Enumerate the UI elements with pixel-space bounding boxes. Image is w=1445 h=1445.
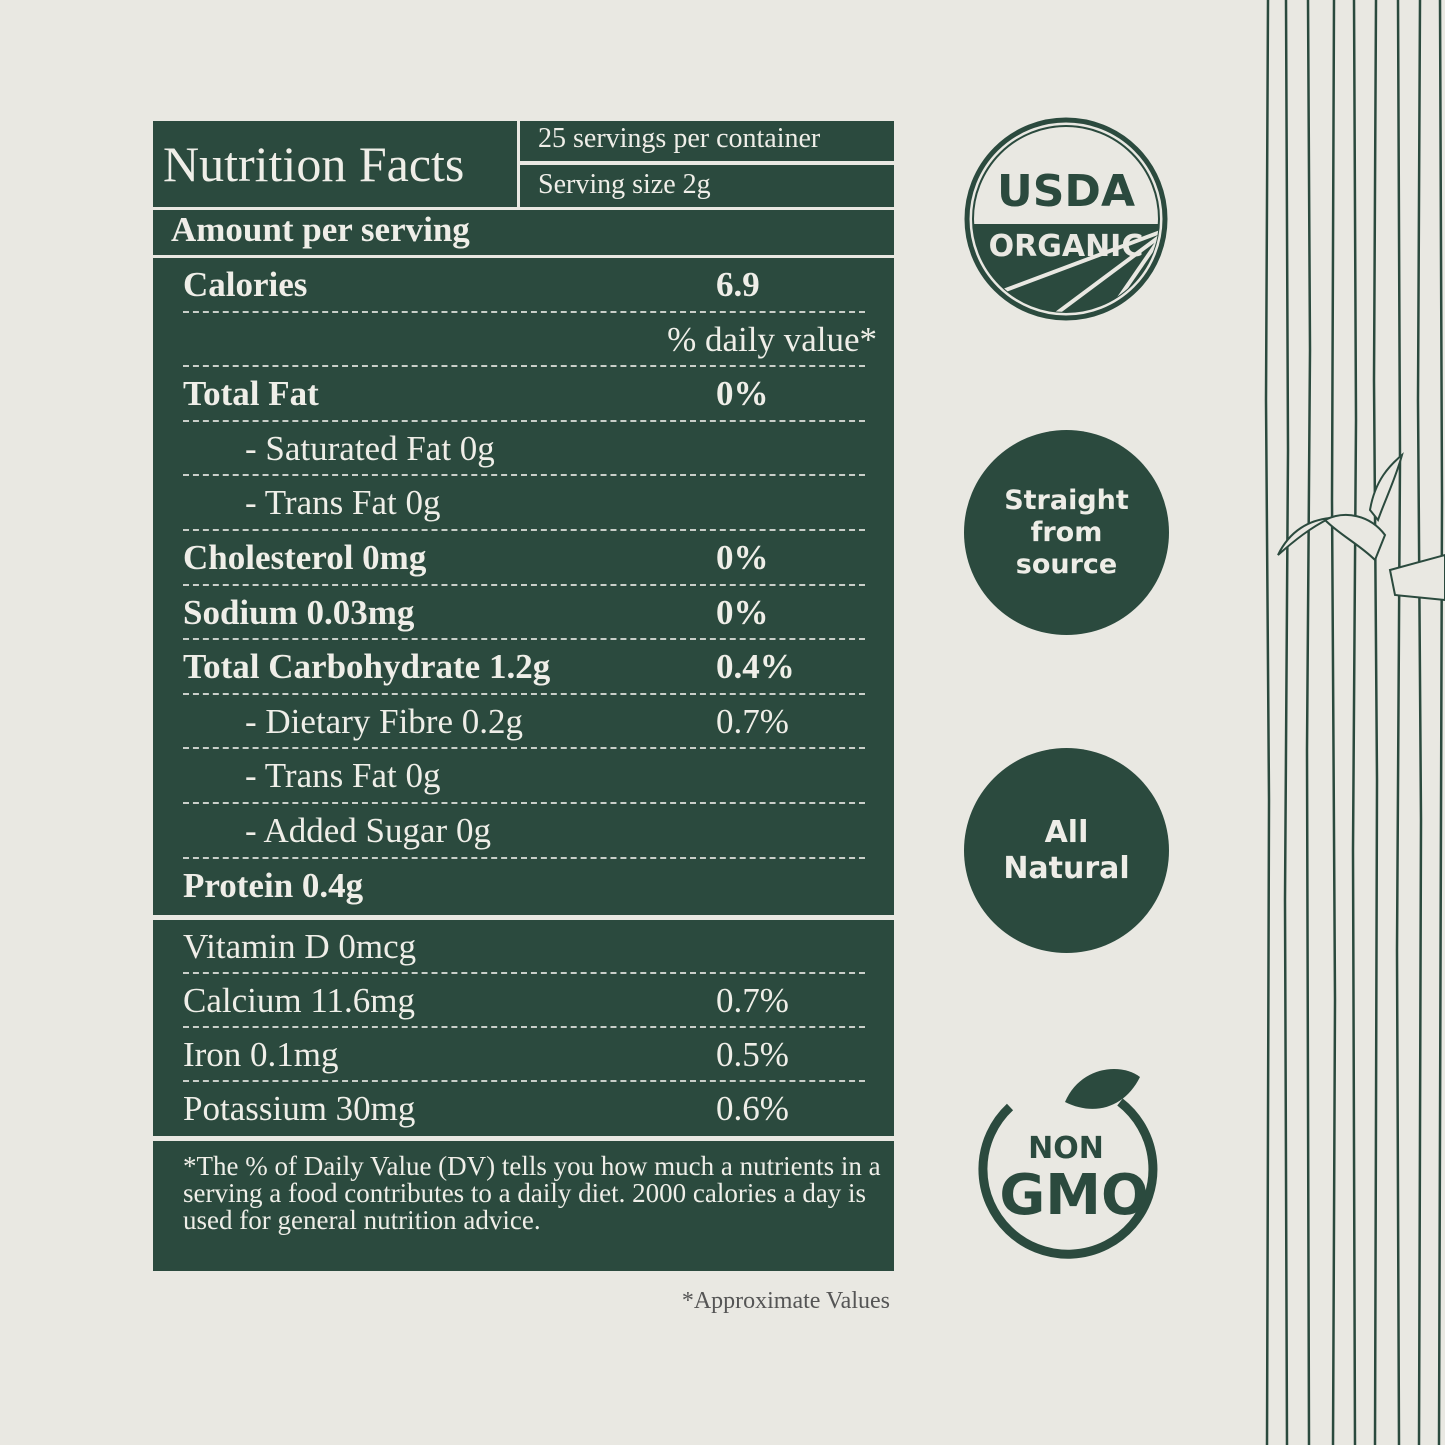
nutrient-value: 0.7% [716,981,789,1020]
usda-text: USDA [997,166,1135,217]
nutrition-facts-title: Nutrition Facts [153,121,517,207]
nutrient-value: 0% [716,537,769,577]
nutrient-row: Calories 6.9 [183,258,865,313]
non-gmo-logo: NON GMO [978,1069,1158,1259]
nutrient-row: Sodium 0.03mg 0% [183,586,865,641]
nutrient-value: 0.4% [716,647,795,687]
nutrient-label: - Dietary Fibre 0.2g [245,701,523,741]
nutrients-section: Calories 6.9 % daily value* Total Fat 0% - Sa… [153,258,894,915]
badge-line: source [1015,548,1118,580]
vitamins-section: Vitamin D 0mcg Calcium 11.6mg 0.7% Iron 0.1… [153,920,894,1136]
nutrient-value: 0% [716,592,769,632]
all-natural-badge: All Natural [964,748,1169,953]
amount-per-serving: Amount per serving [153,210,894,255]
nutrient-label: - Saturated Fat 0g [245,428,495,468]
nutrient-label: - Trans Fat 0g [245,483,441,523]
nutrient-value: 6.9 [716,265,760,304]
nutrient-value: % daily value* [667,319,877,359]
badge-line: Natural [1003,850,1130,886]
footnote: *The % of Daily Value (DV) tells you how… [153,1141,894,1271]
nutrient-label: Iron 0.1mg [183,1035,339,1074]
nutrient-row: Calcium 11.6mg 0.7% [183,974,865,1028]
nutrient-value: 0.6% [716,1089,789,1128]
nutrient-row: Iron 0.1mg 0.5% [183,1028,865,1082]
nutrient-label: Calcium 11.6mg [183,981,416,1020]
non-text: NON [1028,1131,1104,1166]
bamboo-illustration [1264,0,1445,1445]
nutrient-row: - Dietary Fibre 0.2g 0.7% [183,695,865,750]
nutrient-row: - Trans Fat 0g [183,749,865,804]
nutrient-row: Total Fat 0% [183,367,865,422]
nutrient-value: 0.5% [716,1035,789,1074]
nutrient-label: Protein 0.4g [183,865,364,905]
nutrient-label: Calories [183,265,308,304]
nutrient-label: Potassium 30mg [183,1089,416,1128]
badge-line: from [1030,516,1103,548]
nutrient-value: 0% [716,374,769,414]
nutrient-row: Vitamin D 0mcg [183,920,865,974]
badge-line: All [1044,814,1089,850]
nutrient-label: Cholesterol 0mg [183,537,427,577]
straight-from-source-badge: Straight from source [964,430,1169,635]
gmo-text: GMO [999,1163,1148,1228]
nutrient-row: Cholesterol 0mg 0% [183,531,865,586]
nutrient-label: - Trans Fat 0g [245,756,441,796]
nutrient-label: Sodium 0.03mg [183,592,415,632]
nutrient-label: Total Carbohydrate 1.2g [183,647,551,687]
nutrient-row: Protein 0.4g [183,859,865,914]
nutrient-value: 0.7% [716,701,789,741]
nutrient-row: - Added Sugar 0g [183,804,865,859]
nutrient-label: Vitamin D 0mcg [183,927,417,966]
nutrient-row: Total Carbohydrate 1.2g 0.4% [183,640,865,695]
usda-organic-logo: USDA ORGANIC [964,117,1168,321]
organic-text: ORGANIC [989,229,1144,264]
nutrient-row: - Trans Fat 0g [183,476,865,531]
nutrient-label: - Added Sugar 0g [245,810,491,850]
nutrient-label: Total Fat [183,374,319,414]
nutrient-row: Potassium 30mg 0.6% [183,1082,865,1136]
badge-line: Straight [1004,484,1129,516]
servings-per-container: 25 servings per container [520,121,894,161]
leaf-icon [1065,1069,1140,1109]
serving-size: Serving size 2g [520,165,894,207]
nutrient-row: % daily value* [183,313,877,368]
approximate-values-note: *Approximate Values [681,1288,890,1314]
nutrient-row: - Saturated Fat 0g [183,422,865,477]
